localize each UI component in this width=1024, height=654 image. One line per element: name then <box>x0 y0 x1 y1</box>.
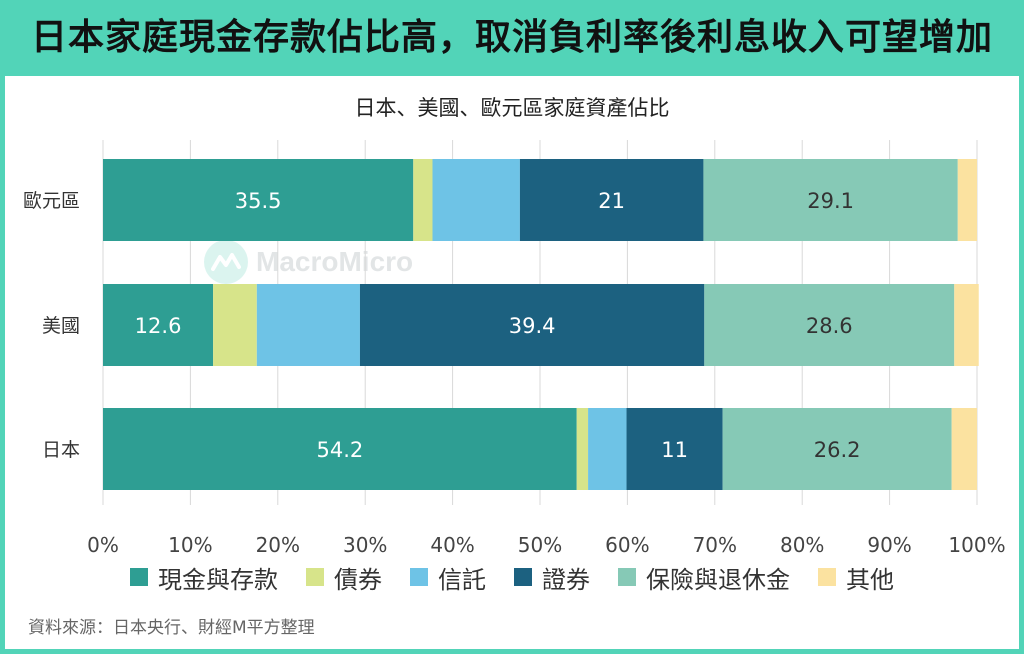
data-label: 26.2 <box>814 438 861 462</box>
bar-segment <box>213 284 257 366</box>
data-label: 21 <box>598 189 625 213</box>
data-label: 11 <box>661 438 688 462</box>
bar-segment <box>256 284 360 366</box>
legend-swatch <box>130 568 148 586</box>
legend-item: 現金與存款 <box>130 560 278 595</box>
legend-item: 保險與退休金 <box>618 560 790 595</box>
legend-item: 債券 <box>306 560 382 595</box>
legend: 現金與存款 債券 信託 證券 保險與退休金 其他 <box>0 560 1024 594</box>
bar-segment <box>951 408 977 490</box>
bar-segment <box>954 284 979 366</box>
bar-segment <box>576 408 589 490</box>
x-tick-label: 60% <box>605 533 649 557</box>
x-tick-label: 80% <box>780 533 824 557</box>
x-tick-label: 90% <box>867 533 911 557</box>
bar-segment <box>103 284 214 366</box>
legend-label: 其他 <box>846 565 894 594</box>
watermark-text: MacroMicro <box>256 246 414 277</box>
category-label: 日本 <box>42 439 80 461</box>
bar-segment <box>413 159 433 241</box>
x-tick-label: 20% <box>256 533 300 557</box>
legend-item: 信託 <box>410 560 486 595</box>
legend-swatch <box>410 568 428 586</box>
category-label: 美國 <box>42 315 80 337</box>
data-label: 29.1 <box>807 189 854 213</box>
x-tick-label: 0% <box>87 533 119 557</box>
macromicro-logo-icon <box>204 240 248 284</box>
legend-label: 現金與存款 <box>158 565 278 594</box>
legend-item: 其他 <box>818 560 894 595</box>
x-tick-label: 30% <box>343 533 387 557</box>
legend-swatch <box>514 568 532 586</box>
x-tick-label: 10% <box>168 533 212 557</box>
bar-segment <box>432 159 520 241</box>
legend-swatch <box>618 568 636 586</box>
category-label: 歐元區 <box>23 190 80 212</box>
legend-label: 保險與退休金 <box>646 565 790 594</box>
legend-label: 債券 <box>334 565 382 594</box>
chart-title: 日本、美國、歐元區家庭資產佔比 <box>354 96 670 120</box>
legend-swatch <box>818 568 836 586</box>
data-label: 12.6 <box>135 314 182 338</box>
headline-banner <box>0 0 1024 76</box>
bar-segment <box>588 408 627 490</box>
bar-segment <box>722 408 952 490</box>
bar-segment <box>359 284 705 366</box>
x-tick-label: 100% <box>948 533 1005 557</box>
x-tick-label: 50% <box>518 533 562 557</box>
data-label: 54.2 <box>316 438 363 462</box>
bar-segment <box>957 159 977 241</box>
legend-swatch <box>306 568 324 586</box>
headline: 日本家庭現金存款佔比高，取消負利率後利息收入可望增加 <box>30 17 993 58</box>
data-label: 28.6 <box>806 314 853 338</box>
bar-segment <box>519 159 704 241</box>
legend-item: 證券 <box>514 560 590 595</box>
bar-segment <box>103 408 577 490</box>
x-tick-label: 70% <box>693 533 737 557</box>
bar-segment <box>626 408 723 490</box>
source-note: 資料來源：日本央行、財經M平方整理 <box>28 618 315 638</box>
watermark: MacroMicro <box>204 240 413 284</box>
bar-segment <box>103 159 414 241</box>
data-label: 35.5 <box>235 189 282 213</box>
legend-label: 信託 <box>438 565 486 594</box>
bar-segment <box>704 284 955 366</box>
bar-segment <box>703 159 958 241</box>
data-label: 39.4 <box>509 314 556 338</box>
legend-label: 證券 <box>542 565 590 594</box>
x-tick-label: 40% <box>430 533 474 557</box>
